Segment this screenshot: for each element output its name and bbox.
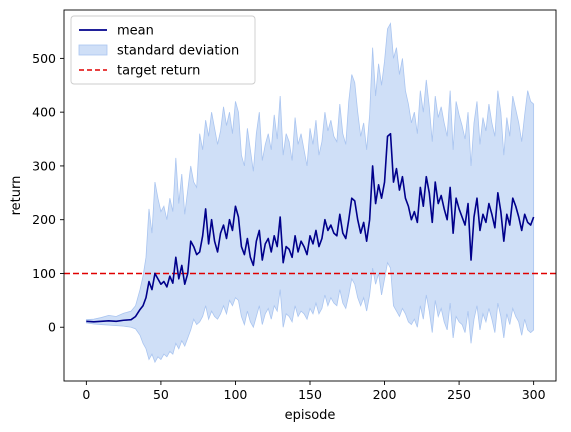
legend: mean standard deviation target return (70, 15, 256, 85)
x-axis-label: episode (285, 408, 336, 423)
x-tick-label: 200 (373, 387, 397, 402)
y-tick-label: 500 (32, 51, 56, 66)
y-tick-label: 300 (32, 158, 56, 173)
legend-box (70, 15, 256, 85)
y-tick-label: 200 (32, 212, 56, 227)
legend-std-swatch (78, 44, 108, 56)
legend-std-label: standard deviation (117, 44, 239, 59)
y-tick-label: 0 (48, 320, 56, 335)
plot-area (64, 22, 556, 364)
x-tick-label: 300 (522, 387, 546, 402)
x-tick-label: 100 (224, 387, 248, 402)
x-tick-label: 0 (82, 387, 90, 402)
y-tick-label: 100 (32, 266, 56, 281)
ticks: 0 50 100 150 200 250 300 0 100 200 300 400 500 (32, 51, 545, 402)
x-tick-label: 250 (447, 387, 471, 402)
x-tick-label: 150 (298, 387, 322, 402)
mean-line (86, 132, 535, 323)
std-band (85, 22, 535, 364)
y-axis-label: return (9, 176, 24, 216)
y-tick-label: 400 (32, 105, 56, 120)
legend-target-label: target return (117, 64, 200, 79)
legend-mean-label: mean (117, 24, 154, 39)
x-tick-label: 50 (153, 387, 169, 402)
